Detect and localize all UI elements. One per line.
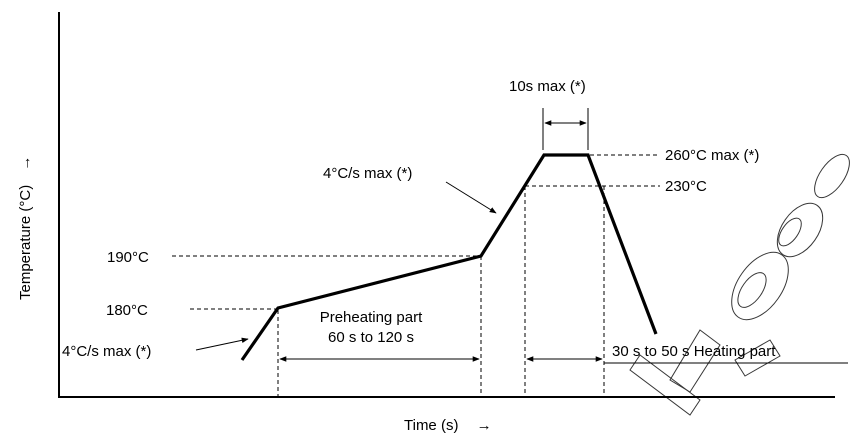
label-preheat-duration: 60 s to 120 s — [328, 329, 414, 346]
svg-text:Temperature (°C) →: Temperature (°C) → — [17, 156, 34, 300]
label-ramp1: 4°C/s max (*) — [62, 343, 151, 360]
label-ramp2: 4°C/s max (*) — [323, 165, 412, 182]
ramp1-pointer-arrow — [195, 337, 249, 351]
label-peak-duration: 10s max (*) — [509, 78, 586, 95]
y-axis-title: Temperature (°C) → — [17, 156, 34, 300]
temperature-profile-curve — [240, 153, 658, 361]
ramp2-pointer-arrow — [445, 181, 497, 214]
label-preheat-title: Preheating part — [320, 309, 423, 326]
watermark — [629, 153, 850, 416]
label-230: 230°C — [665, 178, 707, 195]
svg-text:Time (s) →: Time (s) → — [404, 417, 492, 434]
label-260-max: 260°C max (*) — [665, 147, 759, 164]
x-axis-title: Time (s) → — [404, 417, 492, 434]
label-190: 190°C — [107, 249, 149, 266]
label-180: 180°C — [106, 302, 148, 319]
label-heating-part: 30 s to 50 s Heating part — [612, 343, 776, 360]
